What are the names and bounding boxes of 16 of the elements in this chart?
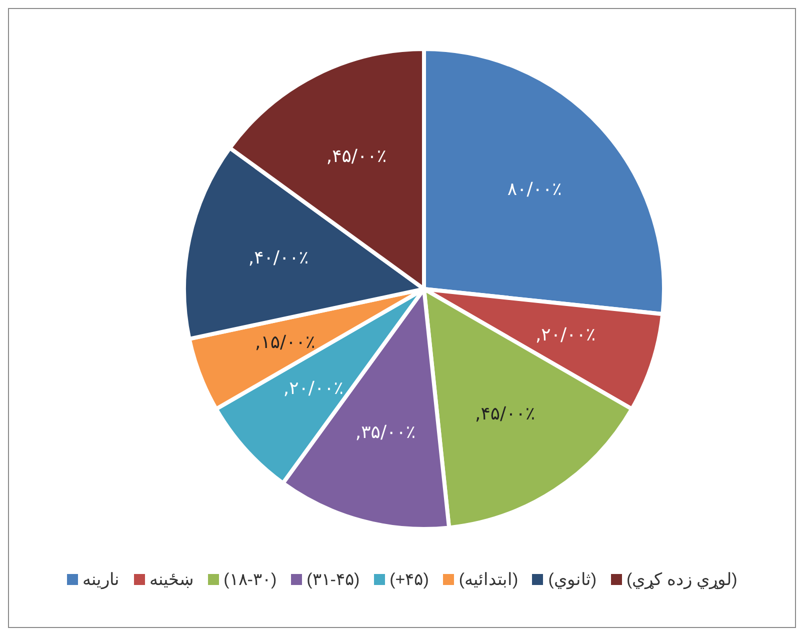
data-label: ,۲۰/۰۰٪ (283, 378, 344, 400)
legend-label: (ثانوي) (548, 569, 597, 590)
data-label: ,۱۵/۰۰٪ (255, 332, 316, 353)
legend-label: (لوړي زده کړي) (626, 569, 738, 590)
data-label: ,۴۵/۰۰٪ (326, 146, 387, 167)
legend-label: (ابتدائيه) (458, 569, 518, 590)
legend-label: (+۴۵) (390, 569, 429, 590)
legend-label: (۱۸-۳۰) (224, 569, 277, 590)
data-label: ,۴۰/۰۰٪ (248, 248, 309, 269)
legend-label: ښځينه (150, 569, 194, 590)
legend-label: (۳۱-۴۵) (306, 569, 360, 590)
data-label: ,۳۵/۰۰٪ (355, 422, 416, 444)
data-label: ,۴۵/۰۰٪ (474, 403, 536, 424)
data-label: ,۲۰/۰۰٪ (535, 324, 596, 346)
legend-label: نارينه (82, 569, 120, 590)
data-label: ۸۰/۰۰٪ (507, 178, 562, 200)
